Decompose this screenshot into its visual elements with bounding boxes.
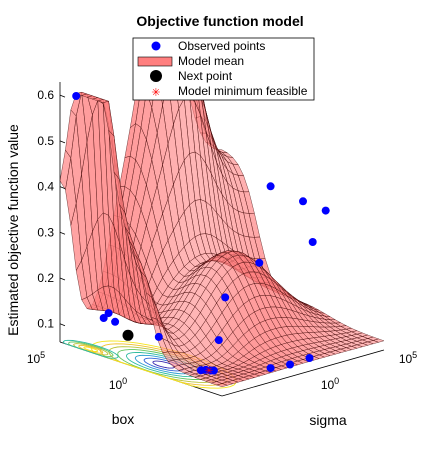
- contour-line: [78, 344, 104, 354]
- axis-ticks: 0.1 0.2 0.3 0.4 0.5 0.6 105 100 100 105: [27, 88, 417, 392]
- observed-point: [104, 309, 113, 318]
- legend-marker-model-mean: [137, 56, 173, 67]
- z-tick-label: 0.6: [37, 88, 54, 102]
- observed-point: [154, 332, 163, 341]
- observed-point: [266, 364, 275, 373]
- observed-point: [72, 92, 81, 100]
- z-tick-mark: [59, 323, 66, 327]
- observed-point: [286, 360, 294, 369]
- z-tick-label: 0.2: [37, 271, 54, 285]
- observed-point: [209, 366, 218, 375]
- z-tick-mark: [59, 277, 66, 281]
- observed-point: [221, 293, 230, 302]
- observed-points: ✳: [72, 90, 330, 377]
- sigma-axis-label: sigma: [309, 412, 347, 428]
- observed-point: [305, 354, 314, 362]
- observed-point: [255, 258, 264, 267]
- sigma-tick-label: 105: [399, 350, 417, 366]
- observed-point: [299, 197, 307, 206]
- observed-point: [266, 182, 275, 191]
- z-axis-label: Estimated objective function value: [5, 124, 21, 336]
- model-minimum-feasible: ✳: [205, 366, 213, 377]
- z-tick-label: 0.4: [37, 180, 54, 194]
- z-tick-mark: [59, 140, 66, 144]
- z-tick-label: 0.1: [37, 317, 54, 331]
- legend-label-minimum: Model minimum feasible: [178, 84, 308, 98]
- sigma-tick-label: 100: [321, 376, 339, 392]
- legend-marker-next-point: [150, 70, 162, 82]
- z-tick-label: 0.5: [37, 134, 54, 148]
- legend-label-model-mean: Model mean: [178, 54, 244, 68]
- observed-point: [111, 317, 120, 326]
- observed-point: [308, 238, 317, 246]
- box-tick-label: 100: [109, 376, 127, 392]
- observed-point: [321, 206, 330, 215]
- next-point: [122, 329, 134, 341]
- z-tick-mark: [59, 94, 66, 98]
- contour-line: [83, 346, 99, 352]
- z-tick-label: 0.3: [37, 225, 54, 239]
- box-tick-label: 105: [27, 350, 45, 366]
- legend-label-next-point: Next point: [178, 69, 233, 83]
- surface-patch: [216, 383, 228, 387]
- contour-line: [62, 339, 119, 359]
- legend-box: [132, 37, 315, 101]
- observed-point: [214, 336, 223, 345]
- legend-marker-observed: [151, 41, 161, 51]
- model-mean-surface: [59, 54, 385, 387]
- sigma-axis-line: [221, 349, 385, 397]
- box-axis-label: box: [112, 411, 135, 427]
- z-tick-mark: [59, 231, 66, 235]
- legend-label-observed: Observed points: [178, 39, 265, 53]
- observed-point: [99, 314, 108, 322]
- legend: Observed points Model mean Next point ✳ …: [132, 37, 315, 101]
- chart-title: Objective function model: [136, 13, 303, 29]
- legend-marker-minimum: ✳: [151, 86, 160, 99]
- z-tick-mark: [59, 186, 66, 189]
